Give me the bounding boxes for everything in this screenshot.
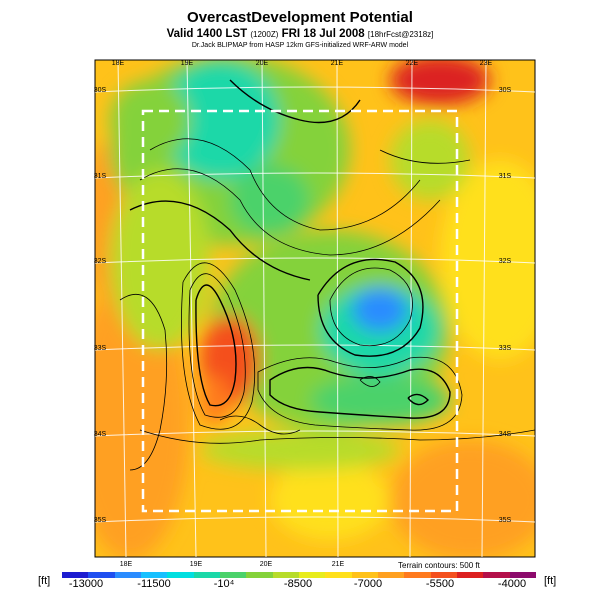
colorbar-swatch <box>167 572 195 578</box>
terrain-contour-line <box>257 356 463 431</box>
grid-label: 30S <box>499 87 512 94</box>
colorbar-swatch <box>114 572 142 578</box>
terrain-contour-line <box>329 267 413 347</box>
grid-label: 31S <box>94 173 107 180</box>
terrain-contour-line <box>139 429 535 444</box>
grid-label: 33S <box>94 345 107 352</box>
grid-label: 32S <box>499 258 512 265</box>
meridian-line <box>186 60 197 557</box>
terrain-contour-line <box>317 258 424 357</box>
colorbar-label: -8500 <box>283 578 313 590</box>
color-field <box>95 60 535 557</box>
terrain-contour-line <box>188 273 246 418</box>
terrain-contour-line <box>129 200 311 281</box>
grid-label: 18E <box>112 60 125 67</box>
grid-label: 21E <box>332 561 345 568</box>
grid-label: 31S <box>499 173 512 180</box>
terrain-contour-line <box>269 366 451 419</box>
colorbar-label: -13000 <box>68 578 104 590</box>
meridian-line <box>117 60 127 557</box>
unit-left: [ft] <box>38 575 51 587</box>
model-credit: Dr.Jack BLIPMAP from HASP 12km GFS-initi… <box>191 42 409 49</box>
grid-label: 20E <box>256 60 269 67</box>
colorbar-label: -5500 <box>425 578 455 590</box>
colorbar-swatch <box>141 572 168 578</box>
lat-lon-grid <box>95 60 535 557</box>
terrain-contour-line <box>219 415 301 435</box>
colorbar-label: -7000 <box>353 578 383 590</box>
grid-label: 18E <box>120 561 133 568</box>
meridian-line <box>481 60 487 557</box>
colorbar-swatch <box>457 572 484 578</box>
utc-time: (1200Z) <box>250 30 279 39</box>
colorbar-label: -10⁴ <box>213 578 235 590</box>
inner-domain-box <box>141 109 459 513</box>
meridian-line <box>261 60 267 557</box>
valid-time: Valid 1400 LST <box>166 28 248 40</box>
terrain-contour-note: Terrain contours: 500 ft <box>398 561 480 570</box>
terrain-contour-line <box>379 149 471 164</box>
colorbar-swatch <box>325 572 353 578</box>
colorbar-swatch <box>509 572 537 578</box>
terrain-contour-line <box>139 168 441 256</box>
parallel-line <box>95 86 535 93</box>
grid-label: 35S <box>94 517 107 524</box>
grid-label: 34S <box>499 431 512 438</box>
grid-label: 23E <box>480 60 493 67</box>
meridian-line <box>409 60 413 557</box>
grid-label: 19E <box>190 561 203 568</box>
grid-label: 22E <box>406 60 419 67</box>
terrain-contour-line <box>181 262 256 430</box>
grid-label: 33S <box>499 345 512 352</box>
grid-label: 34S <box>94 431 107 438</box>
colorbar-swatch <box>193 572 221 578</box>
colorbar-label: -11500 <box>137 578 171 590</box>
colorbar-swatch <box>430 572 458 578</box>
colorbar-swatch <box>483 572 511 578</box>
terrain-contour-line <box>149 138 421 231</box>
colorbar-swatch <box>378 572 405 578</box>
parallel-line <box>95 257 535 264</box>
colorbar-label: -4000 <box>497 578 527 590</box>
terrain-contour-line <box>359 376 381 387</box>
colorbar-swatch <box>299 572 326 578</box>
colorbar-swatch <box>272 572 300 578</box>
colorbar-swatch <box>246 572 274 578</box>
parallel-line <box>95 172 535 179</box>
colorbar-swatch <box>220 572 247 578</box>
chart-title: OvercastDevelopment Potential <box>187 9 413 26</box>
unit-right: [ft] <box>544 575 557 587</box>
grid-label: 35S <box>499 517 512 524</box>
terrain-contour-line <box>119 294 168 471</box>
grid-label: 32S <box>94 258 107 265</box>
valid-date: FRI 18 Jul 2008 <box>281 28 365 40</box>
parallel-line <box>95 516 535 523</box>
parallel-line <box>95 344 535 351</box>
terrain-contour-line <box>195 284 237 407</box>
chart-subtitle: Valid 1400 LST (1200Z) FRI 18 Jul 2008 [… <box>0 28 600 40</box>
forecast-run: [18hrFcst@2318z] <box>367 30 434 39</box>
meridian-line <box>336 60 339 557</box>
map-frame <box>94 59 536 558</box>
parallel-line <box>95 430 535 437</box>
colorbar-swatch <box>62 572 89 578</box>
grid-label: 19E <box>181 60 194 67</box>
grid-label: 21E <box>331 60 344 67</box>
grid-label: 30S <box>94 87 107 94</box>
terrain-contour-line <box>407 393 429 406</box>
grid-label: 20E <box>260 561 273 568</box>
terrain-contour-line <box>229 79 361 124</box>
grid-labels: 18E 19E 20E 21E 22E 23E 18E 19E 20E 21E 30S 30S 31S 3… <box>94 60 512 568</box>
colorbar-swatch <box>88 572 116 578</box>
colorbar-swatch <box>404 572 432 578</box>
colorbar-swatch <box>351 572 379 578</box>
terrain-contours <box>119 79 535 471</box>
